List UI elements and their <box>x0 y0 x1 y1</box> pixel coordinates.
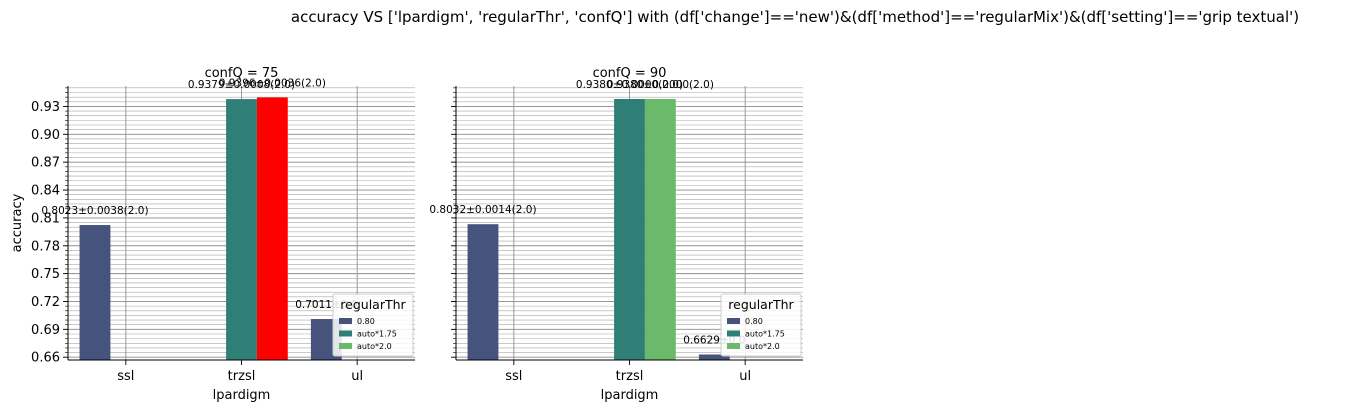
x-tick-label-trzsl: trzsl <box>228 369 256 384</box>
legend-label-2: auto*2.0 <box>745 342 780 351</box>
bar-auto-1-75-trzsl <box>614 99 645 360</box>
legend-swatch-1 <box>339 330 352 337</box>
y-tick-label: 0.84 <box>31 184 60 199</box>
legend-title: regularThr <box>728 297 794 312</box>
y-tick-label: 0.78 <box>31 239 60 254</box>
y-axis-label: accuracy <box>10 193 25 252</box>
legend-box <box>720 293 802 357</box>
legend-label-1: auto*1.75 <box>745 330 785 339</box>
panel-title: confQ = 75 <box>205 66 279 81</box>
legend-label-1: auto*1.75 <box>357 330 397 339</box>
bar-value-label: 0.8023±0.0038(2.0) <box>41 205 148 217</box>
legend-label-0: 0.80 <box>357 317 375 326</box>
x-tick-label-trzsl: trzsl <box>616 369 644 384</box>
bar-0-80-ssl <box>467 224 499 360</box>
x-tick-label-ul: ul <box>351 369 363 384</box>
bar-auto-2-0-trzsl <box>644 99 676 360</box>
legend-swatch-1 <box>727 330 740 337</box>
y-tick-label: 0.90 <box>31 128 60 143</box>
legend-title: regularThr <box>340 297 406 312</box>
x-tick-label-ssl: ssl <box>505 369 522 384</box>
bar-auto-2-0-trzsl <box>256 97 288 361</box>
bar-0-80-ul <box>698 354 730 360</box>
figure-suptitle: accuracy VS ['lpardigm', 'regularThr', '… <box>290 8 1300 26</box>
bar-0-80-ssl <box>79 225 111 360</box>
x-tick-label-ssl: ssl <box>117 369 134 384</box>
bar-value-label: 0.9380±0.0000(2.0) <box>576 79 683 91</box>
y-tick-label: 0.72 <box>31 295 60 310</box>
y-tick-label: 0.66 <box>31 351 60 366</box>
x-axis-label: lpardigm <box>601 388 659 403</box>
bar-value-label: 0.9379±0.0008(2.0) <box>188 79 295 91</box>
panel-title: confQ = 90 <box>593 66 667 81</box>
bar-value-label: 0.9396±0.0036(2.0) <box>219 78 326 90</box>
bar-auto-1-75-trzsl <box>226 99 257 361</box>
y-tick-label: 0.93 <box>31 100 60 115</box>
bar-value-label: 0.9380±0.0000(2.0) <box>607 79 714 91</box>
y-tick-label: 0.69 <box>31 323 60 338</box>
bar-value-label: 0.8032±0.0014(2.0) <box>429 204 536 216</box>
legend-box <box>332 293 414 357</box>
y-tick-label: 0.87 <box>31 156 60 171</box>
legend-swatch-2 <box>727 343 740 349</box>
x-tick-label-ul: ul <box>739 369 751 384</box>
legend-swatch-2 <box>339 343 352 349</box>
legend-swatch-0 <box>727 318 740 324</box>
y-tick-label: 0.81 <box>31 211 60 226</box>
legend-label-0: 0.80 <box>745 317 763 326</box>
legend-label-2: auto*2.0 <box>357 342 392 351</box>
legend-swatch-0 <box>339 318 352 324</box>
y-tick-label: 0.75 <box>31 267 60 282</box>
x-axis-label: lpardigm <box>213 388 271 403</box>
